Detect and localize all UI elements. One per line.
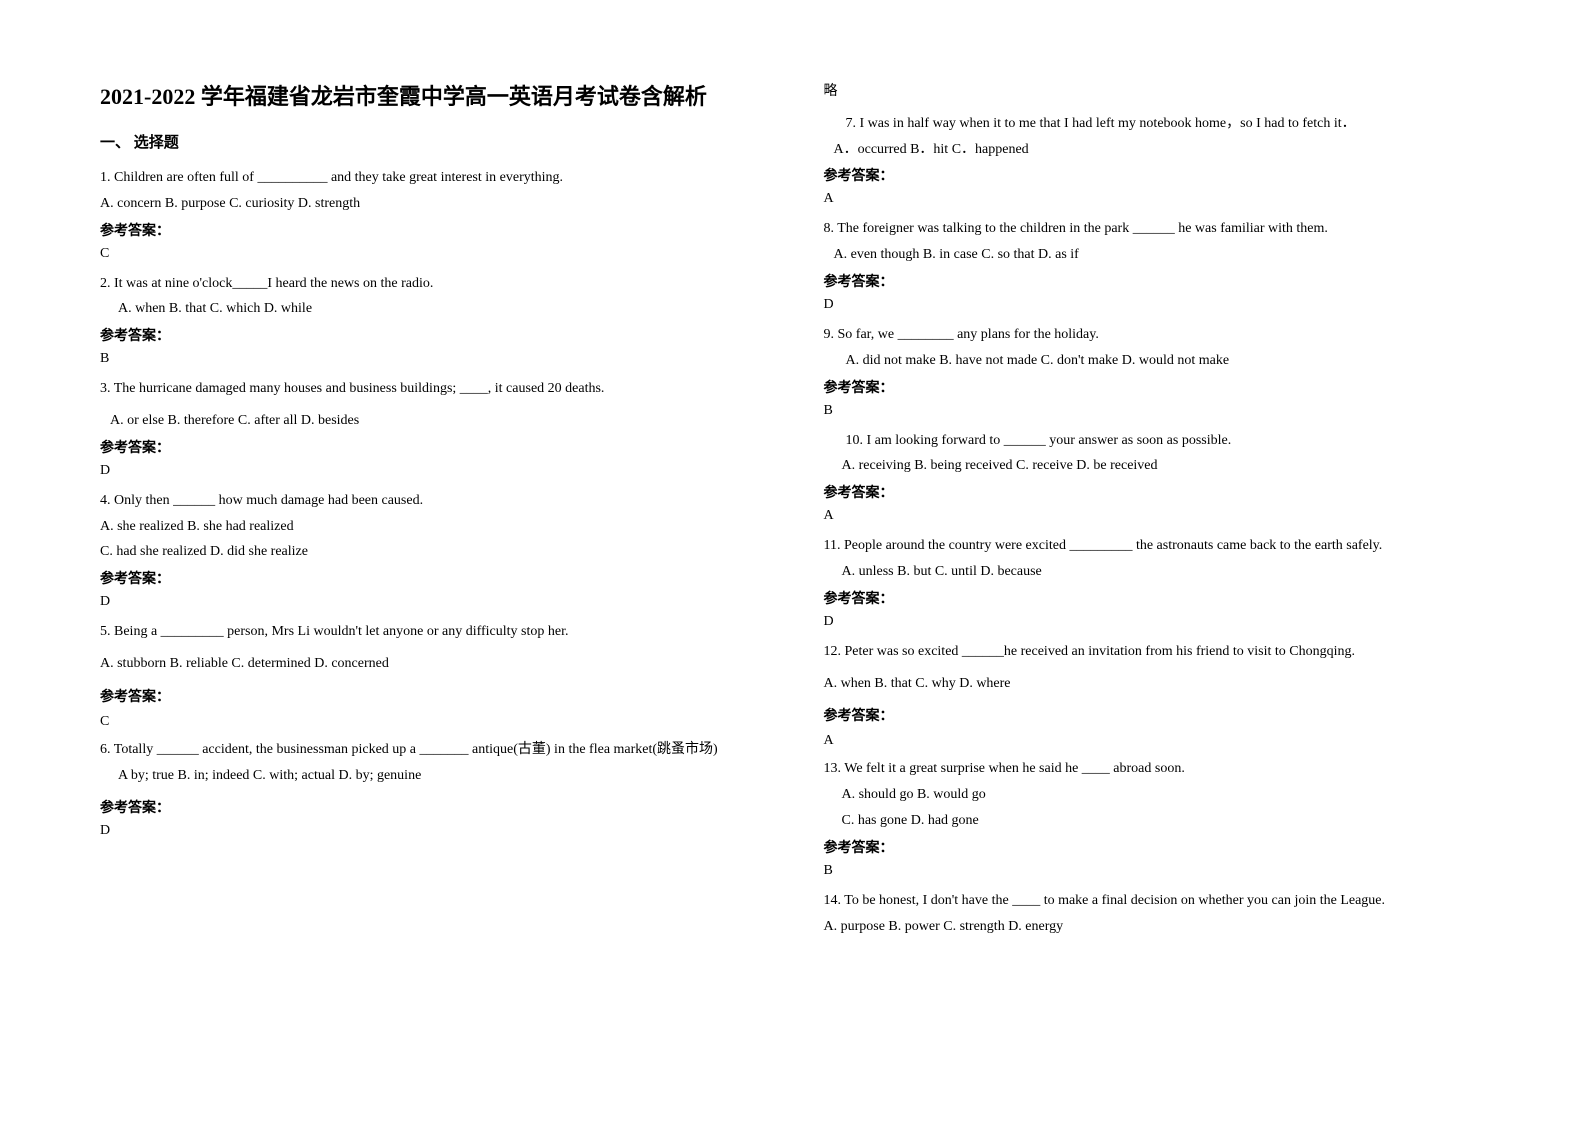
q7-text: 7. I was in half way when it to me that …: [824, 112, 1488, 136]
q13-options-2: C. has gone D. had gone: [824, 809, 1488, 833]
q3-answer: D: [100, 463, 764, 479]
answer-label: 参考答案：: [824, 165, 1488, 185]
q6-answer: D: [100, 823, 764, 839]
q11-text: 11. People around the country were excit…: [824, 534, 1488, 558]
q8-text: 8. The foreigner was talking to the chil…: [824, 217, 1488, 241]
section-heading: 一、 选择题: [100, 131, 764, 152]
answer-label: 参考答案：: [824, 588, 1488, 608]
right-column: 略 7. I was in half way when it to me tha…: [824, 80, 1488, 1082]
q9-answer: B: [824, 403, 1488, 419]
q13-options-1: A. should go B. would go: [824, 783, 1488, 807]
answer-label: 参考答案：: [824, 705, 1488, 725]
answer-label: 参考答案：: [824, 482, 1488, 502]
q12-options: A. when B. that C. why D. where: [824, 672, 1488, 696]
answer-label: 参考答案：: [824, 377, 1488, 397]
answer-label: 参考答案：: [100, 437, 764, 457]
q12-answer: A: [824, 733, 1488, 749]
answer-label: 参考答案：: [100, 797, 764, 817]
q2-answer: B: [100, 351, 764, 367]
omit-text: 略: [824, 80, 1488, 104]
q4-answer: D: [100, 594, 764, 610]
q11-answer: D: [824, 614, 1488, 630]
q1-options: A. concern B. purpose C. curiosity D. st…: [100, 192, 764, 216]
q11-options: A. unless B. but C. until D. because: [824, 560, 1488, 584]
q13-text: 13. We felt it a great surprise when he …: [824, 757, 1488, 781]
answer-label: 参考答案：: [824, 837, 1488, 857]
q8-answer: D: [824, 297, 1488, 313]
q9-options: A. did not make B. have not made C. don'…: [824, 349, 1488, 373]
q5-options: A. stubborn B. reliable C. determined D.…: [100, 652, 764, 676]
q6-options: A by; true B. in; indeed C. with; actual…: [100, 764, 764, 788]
q6-text: 6. Totally ______ accident, the business…: [100, 738, 764, 762]
q7-answer: A: [824, 191, 1488, 207]
q5-text: 5. Being a _________ person, Mrs Li woul…: [100, 620, 764, 644]
q12-text: 12. Peter was so excited ______he receiv…: [824, 640, 1488, 664]
left-column: 2021-2022 学年福建省龙岩市奎霞中学高一英语月考试卷含解析 一、 选择题…: [100, 80, 764, 1082]
exam-title: 2021-2022 学年福建省龙岩市奎霞中学高一英语月考试卷含解析: [100, 80, 764, 113]
q2-options: A. when B. that C. which D. while: [100, 297, 764, 321]
q14-text: 14. To be honest, I don't have the ____ …: [824, 889, 1488, 913]
q10-text: 10. I am looking forward to ______ your …: [824, 429, 1488, 453]
q13-answer: B: [824, 863, 1488, 879]
q8-options: A. even though B. in case C. so that D. …: [824, 243, 1488, 267]
q1-answer: C: [100, 246, 764, 262]
q4-text: 4. Only then ______ how much damage had …: [100, 489, 764, 513]
answer-label: 参考答案：: [100, 686, 764, 706]
answer-label: 参考答案：: [100, 220, 764, 240]
q3-text: 3. The hurricane damaged many houses and…: [100, 377, 764, 401]
q9-text: 9. So far, we ________ any plans for the…: [824, 323, 1488, 347]
q10-answer: A: [824, 508, 1488, 524]
answer-label: 参考答案：: [100, 568, 764, 588]
q10-options: A. receiving B. being received C. receiv…: [824, 454, 1488, 478]
q14-options: A. purpose B. power C. strength D. energ…: [824, 915, 1488, 939]
q4-options-2: C. had she realized D. did she realize: [100, 540, 764, 564]
q4-options-1: A. she realized B. she had realized: [100, 515, 764, 539]
q3-options: A. or else B. therefore C. after all D. …: [100, 409, 764, 433]
q1-text: 1. Children are often full of __________…: [100, 166, 764, 190]
q2-text: 2. It was at nine o'clock_____I heard th…: [100, 272, 764, 296]
answer-label: 参考答案：: [100, 325, 764, 345]
answer-label: 参考答案：: [824, 271, 1488, 291]
q7-options: A．occurred B．hit C．happened: [824, 138, 1488, 162]
q5-answer: C: [100, 714, 764, 730]
